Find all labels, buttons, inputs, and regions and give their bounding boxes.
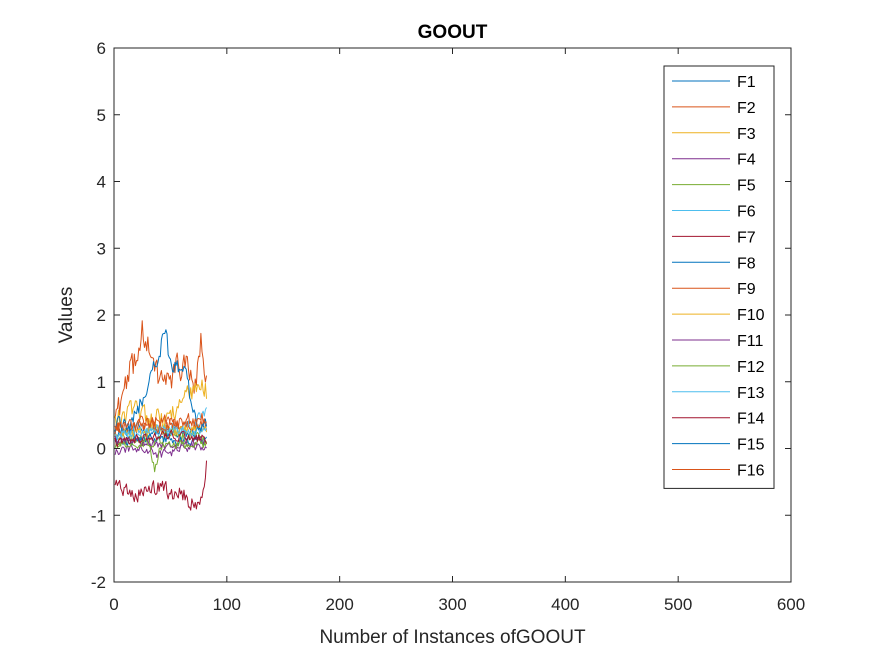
legend-label: F7 [737, 229, 756, 246]
legend-label: F14 [737, 411, 765, 428]
legend-label: F4 [737, 152, 756, 169]
y-tick-label: 4 [97, 173, 106, 192]
series-line-f7 [114, 460, 208, 511]
legend-label: F3 [737, 126, 756, 143]
x-tick-label: 500 [664, 595, 692, 614]
x-tick-label: 0 [109, 595, 118, 614]
legend-label: F15 [737, 437, 765, 454]
y-tick-label: 6 [97, 39, 106, 58]
legend-label: F5 [737, 178, 756, 195]
legend-label: F9 [737, 281, 756, 298]
legend-label: F6 [737, 204, 756, 221]
series-line-f12 [114, 435, 207, 449]
y-tick-label: -2 [91, 573, 106, 592]
legend-label: F13 [737, 385, 765, 402]
legend-label: F16 [737, 463, 765, 480]
series-line-f15 [114, 329, 208, 432]
series-line-f2 [114, 320, 208, 419]
series-line-f16 [114, 412, 207, 434]
legend-label: F1 [737, 74, 756, 91]
legend-label: F2 [737, 100, 756, 117]
x-tick-label: 300 [438, 595, 466, 614]
y-tick-label: 0 [97, 440, 106, 459]
legend: F1 F2 F3 F4 F5 F6 F7 F8 F9 F10 F11 F12 F13 F14 F15 F16 [663, 65, 775, 489]
y-tick-label: 2 [97, 306, 106, 325]
legend-label: F10 [737, 307, 765, 324]
series-lines [114, 320, 208, 511]
x-tick-label: 100 [213, 595, 241, 614]
y-axis-label: Values [56, 287, 77, 344]
y-axis-ticks: -2 -1 0 1 2 3 4 5 6 [91, 39, 791, 592]
y-tick-label: 5 [97, 106, 106, 125]
chart-title: GOOUT [418, 22, 488, 43]
y-tick-label: 1 [97, 373, 106, 392]
y-tick-label: -1 [91, 506, 106, 525]
x-tick-label: 600 [777, 595, 805, 614]
legend-label: F12 [737, 359, 765, 376]
x-axis-label: Number of Instances ofGOOUT [319, 627, 585, 648]
x-tick-label: 400 [551, 595, 579, 614]
series-line-f14 [114, 429, 207, 448]
y-tick-label: 3 [97, 239, 106, 258]
legend-label: F11 [737, 333, 763, 350]
x-axis-ticks: 0 100 200 300 400 500 600 [109, 48, 805, 614]
x-tick-label: 200 [325, 595, 353, 614]
legend-label: F8 [737, 255, 756, 272]
